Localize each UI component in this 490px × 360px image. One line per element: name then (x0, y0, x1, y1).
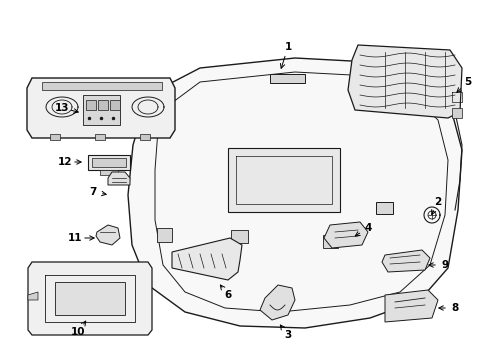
Polygon shape (95, 134, 105, 140)
Text: 6: 6 (224, 290, 232, 300)
Polygon shape (96, 225, 120, 245)
Text: 4: 4 (364, 223, 372, 233)
Polygon shape (92, 158, 126, 167)
Polygon shape (100, 170, 118, 175)
Polygon shape (140, 134, 150, 140)
Polygon shape (55, 282, 125, 315)
Polygon shape (348, 45, 462, 118)
Text: 10: 10 (71, 327, 85, 337)
Text: 12: 12 (58, 157, 72, 167)
Polygon shape (42, 82, 162, 90)
Polygon shape (157, 228, 172, 242)
Polygon shape (28, 292, 38, 300)
Text: 11: 11 (68, 233, 82, 243)
Polygon shape (385, 290, 438, 322)
Polygon shape (323, 235, 338, 248)
Text: 7: 7 (89, 187, 97, 197)
Polygon shape (28, 262, 152, 335)
Polygon shape (376, 202, 393, 214)
Polygon shape (88, 155, 130, 170)
Polygon shape (324, 222, 368, 248)
Polygon shape (50, 134, 60, 140)
Polygon shape (172, 238, 242, 280)
Polygon shape (128, 58, 462, 328)
Polygon shape (452, 108, 462, 118)
Polygon shape (270, 74, 305, 83)
Text: 8: 8 (451, 303, 459, 313)
Text: 9: 9 (441, 260, 448, 270)
Polygon shape (110, 100, 120, 110)
Polygon shape (382, 250, 430, 272)
Polygon shape (86, 100, 96, 110)
Text: 3: 3 (284, 330, 292, 340)
Polygon shape (27, 78, 175, 138)
Polygon shape (108, 172, 130, 185)
Polygon shape (260, 285, 295, 320)
Text: 1: 1 (284, 42, 292, 52)
Text: 5: 5 (465, 77, 471, 87)
Polygon shape (83, 95, 120, 125)
Polygon shape (228, 148, 340, 212)
Polygon shape (231, 230, 248, 243)
Text: 2: 2 (434, 197, 441, 207)
Text: 13: 13 (55, 103, 69, 113)
Polygon shape (98, 100, 108, 110)
